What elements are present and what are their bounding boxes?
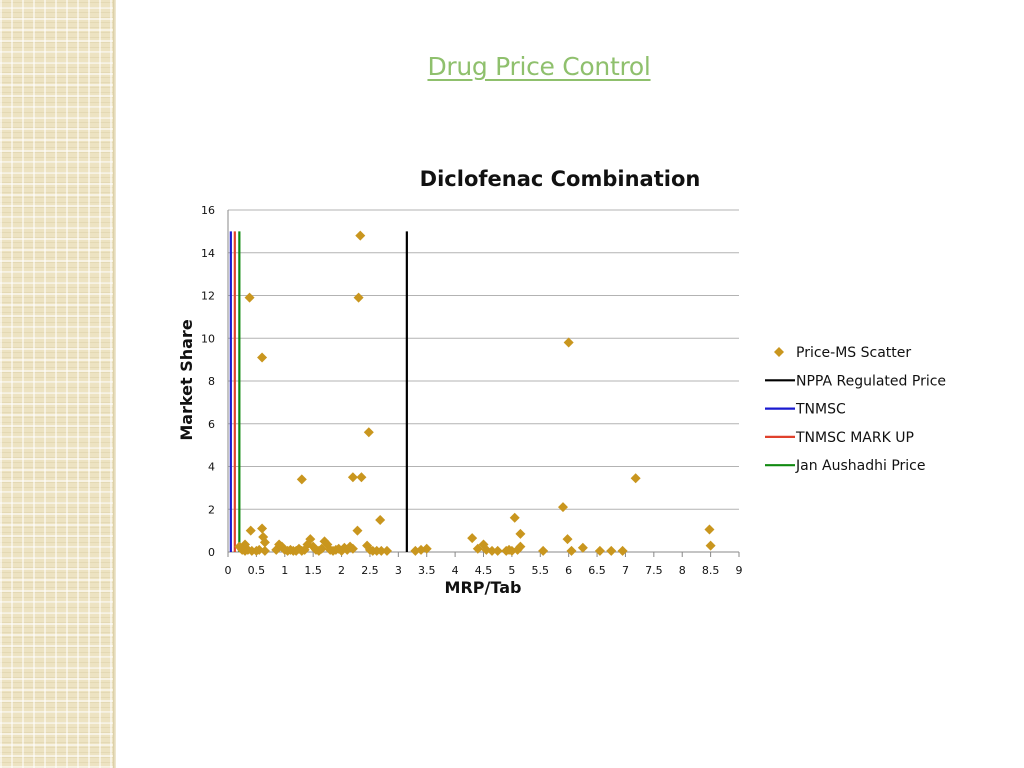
scatter-point bbox=[557, 502, 568, 513]
legend-marker bbox=[774, 347, 784, 357]
y-tick-label: 14 bbox=[201, 247, 215, 260]
scatter-point bbox=[244, 292, 255, 303]
scatter-point bbox=[259, 545, 270, 556]
scatter-point bbox=[245, 525, 256, 536]
x-tick-label: 0.5 bbox=[248, 564, 266, 577]
x-tick-label: 2 bbox=[338, 564, 345, 577]
scatter-point bbox=[594, 545, 605, 556]
scatter-point bbox=[577, 542, 588, 553]
scatter-point bbox=[538, 545, 549, 556]
chart-title: Diclofenac Combination bbox=[420, 167, 701, 191]
x-axis-label: MRP/Tab bbox=[445, 578, 522, 597]
x-tick-label: 1 bbox=[281, 564, 288, 577]
x-tick-label: 4.5 bbox=[475, 564, 493, 577]
legend-label: Price-MS Scatter bbox=[796, 345, 911, 361]
scatter-point bbox=[704, 524, 715, 535]
scatter-point bbox=[487, 545, 498, 556]
x-tick-label: 5.5 bbox=[532, 564, 550, 577]
x-tick-label: 2.5 bbox=[361, 564, 379, 577]
legend-label: TNMSC MARK UP bbox=[795, 430, 914, 446]
scatter-point bbox=[347, 543, 358, 554]
scatter-point bbox=[705, 540, 716, 551]
x-tick-label: 3.5 bbox=[418, 564, 436, 577]
legend-label: NPPA Regulated Price bbox=[796, 373, 946, 389]
y-tick-label: 0 bbox=[208, 546, 215, 559]
x-tick-label: 6 bbox=[565, 564, 572, 577]
scatter-point bbox=[509, 512, 520, 523]
reference-lines bbox=[229, 231, 408, 552]
x-tick-label: 3 bbox=[395, 564, 402, 577]
scatter-point bbox=[617, 545, 628, 556]
x-tick-label: 1.5 bbox=[304, 564, 322, 577]
x-tick-label: 0 bbox=[225, 564, 232, 577]
y-tick-label: 8 bbox=[208, 375, 215, 388]
x-tick-label: 9 bbox=[736, 564, 743, 577]
y-tick-label: 10 bbox=[201, 332, 215, 345]
decorative-side-panel bbox=[0, 0, 113, 768]
scatter-point bbox=[363, 427, 374, 438]
scatter-point bbox=[515, 528, 526, 539]
scatter-point bbox=[562, 534, 573, 545]
scatter-point bbox=[375, 514, 386, 525]
scatter-point bbox=[257, 352, 268, 363]
legend-label: TNMSC bbox=[795, 402, 846, 418]
scatter-point bbox=[259, 537, 270, 548]
scatter-point bbox=[356, 472, 367, 483]
scatter-point bbox=[305, 534, 316, 545]
scatter-point bbox=[347, 472, 358, 483]
scatter-point bbox=[381, 545, 392, 556]
x-tick-label: 8.5 bbox=[702, 564, 720, 577]
scatter-point bbox=[353, 292, 364, 303]
side-panel-edge bbox=[113, 0, 116, 768]
scatter-point bbox=[467, 533, 478, 544]
x-tick-label: 7 bbox=[622, 564, 629, 577]
scatter-point bbox=[563, 337, 574, 348]
scatter-point bbox=[515, 541, 526, 552]
x-axis-ticks: 0 0.5 1 1.5 2 2.5 3 3.5 4 4.5 5 5.5 6 6.5 7 7.5 8 8.5 9 bbox=[225, 564, 743, 577]
slide-title[interactable]: Drug Price Control bbox=[427, 52, 651, 81]
y-tick-label: 16 bbox=[201, 204, 215, 217]
scatter-point bbox=[606, 545, 617, 556]
x-tick-label: 8 bbox=[679, 564, 686, 577]
scatter-point bbox=[376, 545, 387, 556]
scatter-point bbox=[421, 543, 432, 554]
scatter-point bbox=[492, 545, 503, 556]
chart-gridlines bbox=[227, 209, 740, 557]
scatter-point bbox=[355, 230, 366, 241]
scatter-points bbox=[234, 230, 716, 556]
x-tick-label: 6.5 bbox=[588, 564, 606, 577]
scatter-point bbox=[566, 545, 577, 556]
x-tick-label: 7.5 bbox=[645, 564, 663, 577]
x-tick-label: 4 bbox=[452, 564, 459, 577]
scatter-point bbox=[257, 523, 268, 534]
x-tick-label: 5 bbox=[508, 564, 515, 577]
legend-label: Jan Aushadhi Price bbox=[795, 458, 925, 474]
y-tick-label: 2 bbox=[208, 503, 215, 516]
scatter-point bbox=[352, 525, 363, 536]
scatter-point bbox=[506, 545, 517, 556]
chart-legend: Price-MS Scatter NPPA Regulated Price TNMS… bbox=[765, 345, 946, 474]
y-tick-label: 6 bbox=[208, 418, 215, 431]
y-tick-label: 12 bbox=[201, 290, 215, 303]
scatter-point bbox=[630, 473, 641, 484]
y-axis-label: Market Share bbox=[177, 319, 196, 440]
y-axis-ticks: 0 2 4 6 8 10 12 14 16 bbox=[201, 204, 215, 559]
y-tick-label: 4 bbox=[208, 461, 215, 474]
scatter-point bbox=[296, 474, 307, 485]
